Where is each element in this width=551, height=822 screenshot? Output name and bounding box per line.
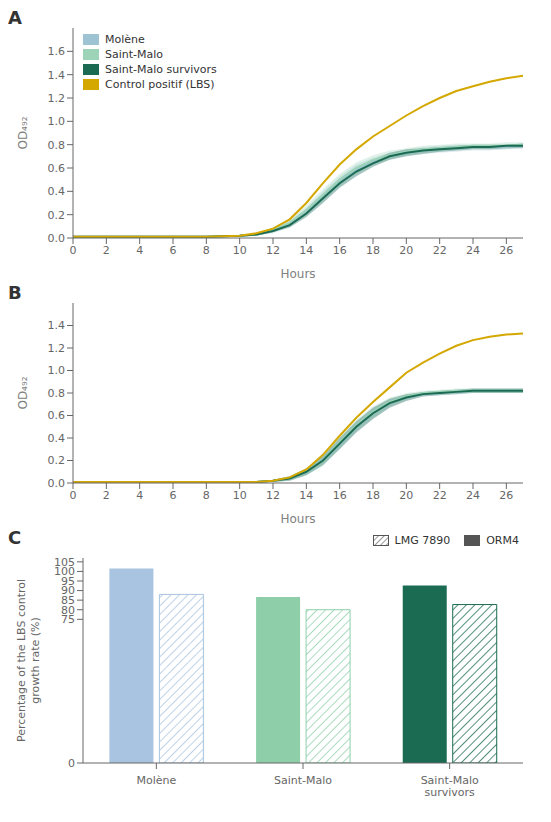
html-text:Saint-Malo: Saint-Malo xyxy=(105,48,164,61)
svg-text:0.8: 0.8 xyxy=(48,387,66,400)
svg-text:0: 0 xyxy=(70,489,77,502)
html-text:B: B xyxy=(8,282,22,303)
svg-text:20: 20 xyxy=(399,244,413,257)
svg-text:1.6: 1.6 xyxy=(48,45,66,58)
svg-text:100: 100 xyxy=(54,565,75,579)
svg-text:95: 95 xyxy=(61,574,75,588)
svg-text:1.0: 1.0 xyxy=(48,115,66,128)
svg-text:16: 16 xyxy=(333,489,347,502)
svg-text:0.8: 0.8 xyxy=(48,139,66,152)
svg-text:14: 14 xyxy=(299,244,313,257)
svg-text:10: 10 xyxy=(233,489,247,502)
svg-text:14: 14 xyxy=(299,489,313,502)
svg-text:1.0: 1.0 xyxy=(48,364,66,377)
svg-text:0: 0 xyxy=(68,757,75,770)
svg-text:12: 12 xyxy=(266,489,280,502)
svg-text:4: 4 xyxy=(136,489,143,502)
svg-text:1.4: 1.4 xyxy=(48,319,66,332)
svg-text:OD₄₉₂: OD₄₉₂ xyxy=(16,376,30,409)
svg-text:0.2: 0.2 xyxy=(48,454,66,467)
svg-text:80: 80 xyxy=(61,603,75,617)
svg-text:0.0: 0.0 xyxy=(48,232,66,245)
svg-text:20: 20 xyxy=(399,489,413,502)
svg-text:6: 6 xyxy=(170,244,177,257)
svg-text:6: 6 xyxy=(170,489,177,502)
svg-text:Molène: Molène xyxy=(136,774,176,787)
svg-text:0: 0 xyxy=(70,244,77,257)
svg-text:105: 105 xyxy=(54,556,75,569)
svg-text:0.4: 0.4 xyxy=(48,432,66,445)
svg-text:8: 8 xyxy=(203,244,210,257)
svg-text:26: 26 xyxy=(499,244,513,257)
svg-text:OD₄₉₂: OD₄₉₂ xyxy=(16,116,30,149)
svg-text:Saint-Malo: Saint-Malo xyxy=(274,774,332,787)
svg-text:2: 2 xyxy=(103,489,110,502)
svg-text:75: 75 xyxy=(61,613,75,627)
svg-text:8: 8 xyxy=(203,489,210,502)
html-text:ORM4: ORM4 xyxy=(486,534,519,547)
svg-text:85: 85 xyxy=(61,594,75,608)
svg-text:1.4: 1.4 xyxy=(48,69,66,82)
svg-text:10: 10 xyxy=(233,244,247,257)
svg-text:22: 22 xyxy=(433,244,447,257)
svg-text:24: 24 xyxy=(466,244,480,257)
svg-text:0.6: 0.6 xyxy=(48,162,66,175)
html-text:C: C xyxy=(8,527,22,548)
svg-text:24: 24 xyxy=(466,489,480,502)
svg-text:22: 22 xyxy=(433,489,447,502)
svg-text:12: 12 xyxy=(266,244,280,257)
svg-text:0.6: 0.6 xyxy=(48,409,66,422)
svg-text:0.4: 0.4 xyxy=(48,185,66,198)
svg-text:90: 90 xyxy=(61,584,75,598)
svg-text:4: 4 xyxy=(136,244,143,257)
html-text:Saint-Malo survivors: Saint-Malo survivors xyxy=(105,63,217,76)
svg-text:Hours: Hours xyxy=(280,512,315,526)
html-text:A: A xyxy=(8,7,22,28)
svg-text:2: 2 xyxy=(103,244,110,257)
svg-text:0.2: 0.2 xyxy=(48,209,66,222)
svg-text:Percentage of the LBS controlg: Percentage of the LBS controlgrowth rate… xyxy=(15,579,42,742)
svg-text:26: 26 xyxy=(499,489,513,502)
svg-text:18: 18 xyxy=(366,244,380,257)
svg-text:Hours: Hours xyxy=(280,267,315,281)
svg-text:16: 16 xyxy=(333,244,347,257)
svg-text:18: 18 xyxy=(366,489,380,502)
svg-text:1.2: 1.2 xyxy=(48,92,66,105)
html-text:LMG 7890: LMG 7890 xyxy=(394,534,451,547)
html-text:Control positif (LBS): Control positif (LBS) xyxy=(105,78,215,91)
svg-text:1.2: 1.2 xyxy=(48,342,66,355)
svg-text:Saint-Malosurvivors: Saint-Malosurvivors xyxy=(421,774,479,800)
html-text:Molène: Molène xyxy=(105,33,145,46)
svg-text:0.0: 0.0 xyxy=(48,477,66,490)
